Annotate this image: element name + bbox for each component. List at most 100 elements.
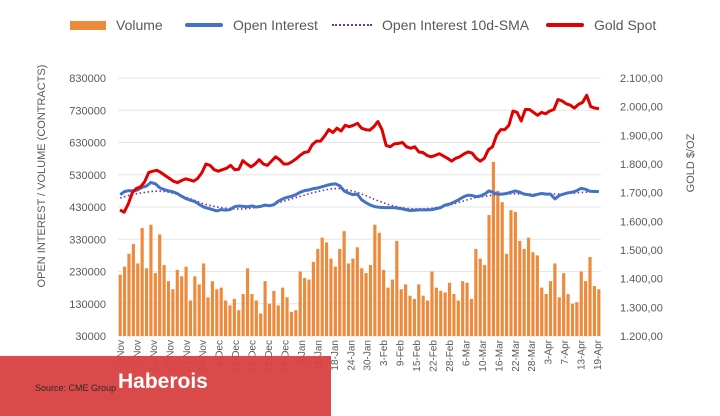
volume-bar — [566, 294, 570, 336]
y-left-tick-label: 530000 — [69, 170, 106, 182]
legend-label-open-interest: Open Interest — [233, 17, 318, 33]
volume-bar — [434, 287, 438, 336]
volume-bar — [324, 242, 329, 336]
volume-bar — [518, 240, 522, 336]
volume-bar — [342, 231, 346, 336]
open-interest-swatch — [185, 23, 223, 27]
y-right-tick-label: 2.000,00 — [620, 102, 663, 114]
x-tick-label: 11-Nov — [149, 340, 160, 372]
volume-bar — [223, 300, 228, 336]
volume-bar — [588, 256, 592, 336]
volume-bar — [474, 248, 478, 336]
volume-bar — [210, 281, 214, 336]
volume-bar — [144, 268, 149, 336]
volume-bar — [368, 265, 373, 336]
volume-bar — [338, 248, 342, 336]
volume-bar — [579, 271, 583, 336]
volume-bar — [294, 310, 298, 336]
x-tick-label: 7-Nov — [132, 340, 143, 367]
source-note: Source: CME Group — [35, 383, 117, 393]
volume-bar — [465, 282, 469, 336]
x-tick-label: 1-Nov — [116, 340, 127, 367]
x-tick-label: 15-Feb — [412, 340, 423, 372]
volume-bar — [215, 289, 219, 336]
y-right-tick-label: 1.600,00 — [620, 216, 663, 228]
y-right-tick-label: 1.500,00 — [620, 245, 663, 257]
open-interest-line — [119, 181, 599, 213]
volume-bar — [540, 287, 544, 336]
volume-bar — [140, 227, 144, 336]
volume-bar — [395, 240, 399, 336]
y-left-tick-label: 830000 — [69, 73, 106, 85]
volume-bar — [544, 294, 548, 336]
x-tick-label: 3-Apr — [544, 339, 555, 364]
volume-bar — [311, 261, 315, 336]
volume-bar — [487, 215, 491, 336]
y-right-tick-label: 1.900,00 — [620, 130, 663, 142]
volume-bar — [373, 224, 377, 336]
x-tick-label: 24-Jan — [346, 340, 357, 371]
volume-bar — [513, 211, 517, 336]
volume-bar — [553, 263, 557, 336]
volume-bar — [197, 284, 201, 336]
volume-bar — [162, 265, 166, 336]
volume-bar — [175, 269, 179, 336]
legend-label-gold: Gold Spot — [594, 17, 657, 33]
volume-bar — [404, 284, 408, 336]
series-lines — [119, 93, 600, 214]
volume-bar — [456, 300, 460, 336]
x-tick-label: 28-Mar — [527, 339, 538, 371]
y-axis-left-label: OPEN INTEREST / VOLUME (CONTRACTS) — [36, 65, 48, 288]
volume-bar — [250, 294, 254, 336]
volume-bar — [522, 248, 526, 336]
x-tick-label: 19-Apr — [593, 339, 604, 370]
volume-bar — [584, 281, 588, 336]
volume-bar — [346, 263, 351, 336]
y-right-tick-label: 1.800,00 — [620, 159, 663, 171]
volume-bar — [241, 294, 245, 336]
volume-bar — [505, 253, 509, 336]
x-tick-label: 22-Feb — [429, 340, 440, 372]
x-tick-label: 6-Dec — [215, 340, 226, 367]
y-left-tick-label: 30000 — [75, 331, 106, 343]
volume-bar — [360, 268, 364, 336]
volume-bar — [298, 271, 302, 336]
volume-bar — [188, 300, 193, 336]
volume-bar — [526, 237, 531, 336]
volume-bar — [570, 303, 575, 336]
x-tick-label: 11-Jan — [313, 340, 324, 370]
volume-bar — [439, 290, 443, 336]
volume-bar — [316, 248, 320, 336]
legend-item-volume: Volume — [70, 16, 163, 34]
volume-bar — [149, 224, 153, 336]
volume-bar — [118, 274, 122, 336]
volume-bar — [478, 258, 482, 336]
volume-bar — [276, 305, 280, 336]
x-tick-label: 7-Apr — [560, 339, 571, 364]
volume-bar — [355, 247, 359, 336]
volume-bar — [184, 266, 188, 336]
legend-label-sma: Open Interest 10d-SMA — [382, 17, 530, 33]
brand-logo-text: Haberois — [118, 370, 208, 393]
volume-bar — [548, 281, 553, 336]
gold-swatch — [546, 23, 584, 27]
y-right-tick-label: 2.100,00 — [620, 73, 663, 85]
x-tick-label: 5-Jan — [297, 340, 308, 365]
x-tick-label: 9-Feb — [396, 340, 407, 367]
y-right-tick-label: 1.300,00 — [620, 302, 663, 314]
volume-bars — [118, 161, 601, 336]
volume-bar — [329, 258, 333, 336]
volume-bar — [412, 298, 416, 336]
volume-bar — [158, 234, 162, 336]
volume-bar — [193, 276, 197, 336]
y-left-tick-label: 730000 — [69, 105, 106, 117]
volume-bar — [469, 298, 474, 336]
volume-bar — [597, 289, 601, 336]
volume-bar — [592, 286, 596, 336]
x-tick-label: 10-Mar — [478, 339, 489, 371]
gold-spot-line — [119, 93, 600, 214]
volume-bar — [496, 190, 500, 336]
legend: Volume Open Interest Open Interest 10d-S… — [0, 0, 720, 48]
volume-bar — [575, 302, 579, 336]
volume-bar — [382, 269, 386, 336]
